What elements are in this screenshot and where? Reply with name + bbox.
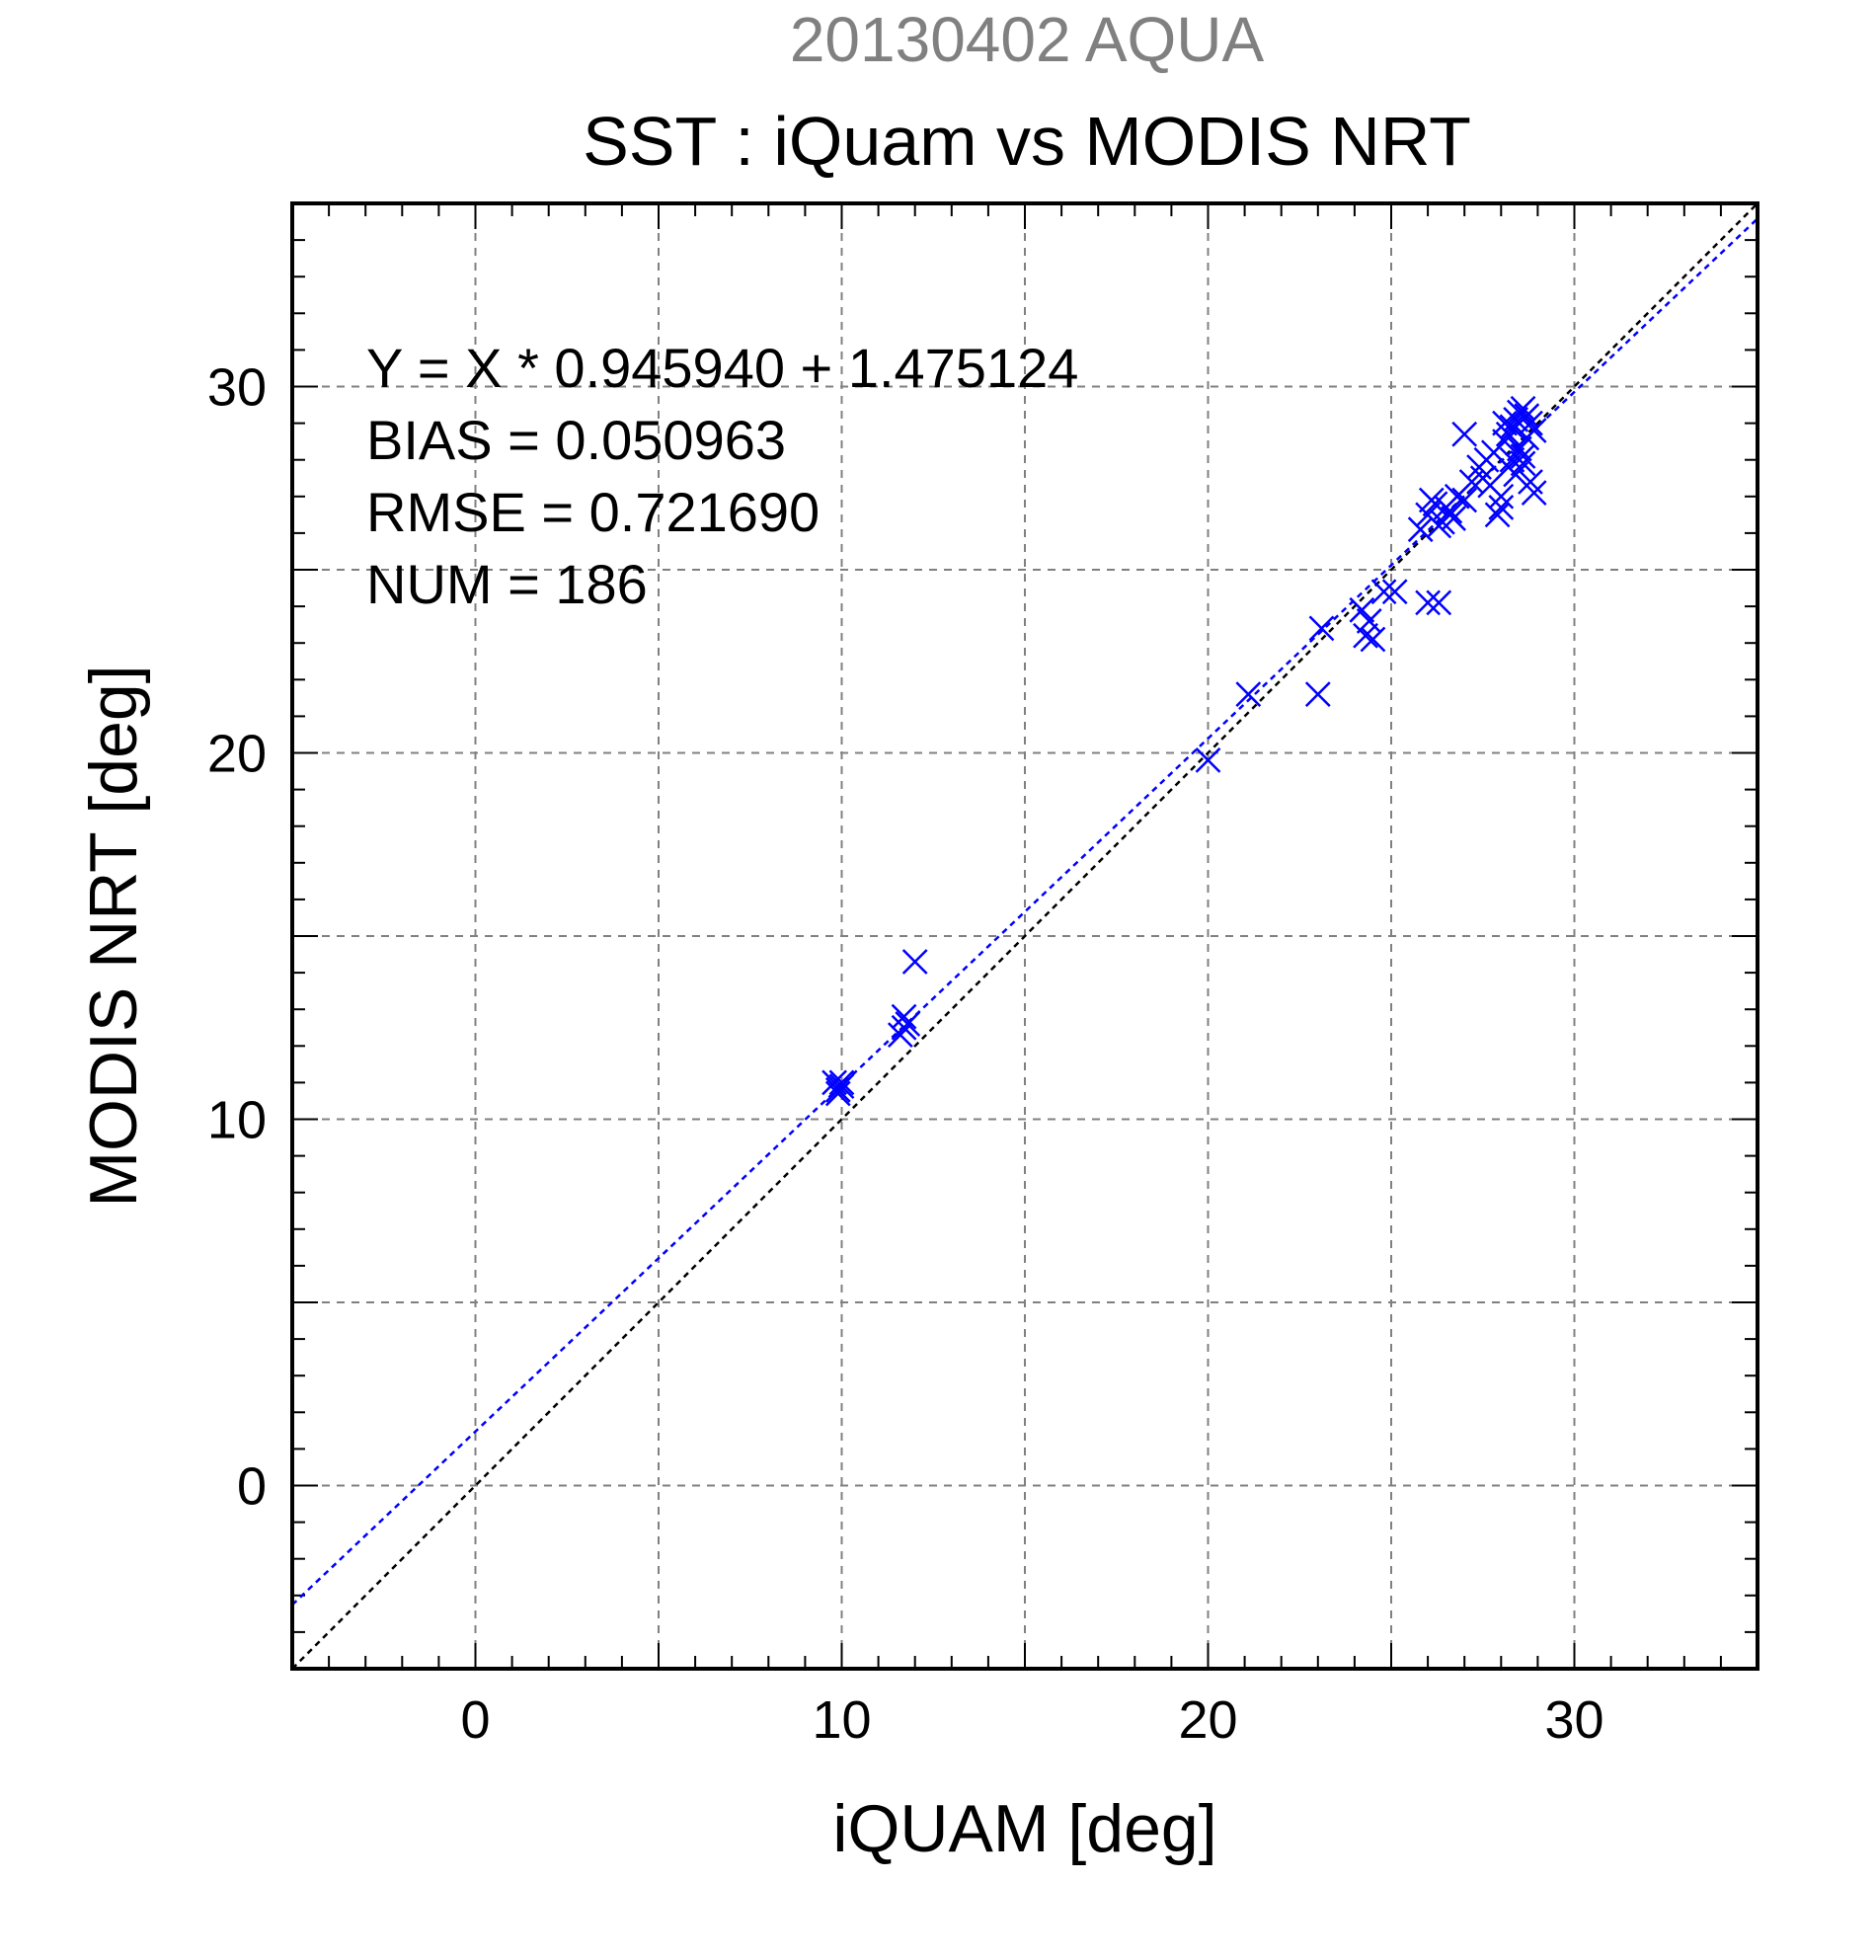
data-point: [1304, 681, 1331, 708]
data-point: [1426, 512, 1452, 539]
data-point-stroke: [1441, 506, 1466, 531]
data-point: [1349, 596, 1375, 623]
data-point-stroke: [1418, 487, 1445, 513]
data-point: [1418, 487, 1445, 513]
stats-line: RMSE = 0.721690: [366, 481, 820, 543]
data-point-stroke: [1518, 410, 1543, 436]
data-point: [828, 1073, 855, 1099]
data-point-stroke: [1426, 512, 1452, 539]
data-point: [901, 949, 928, 975]
identity-line: [291, 202, 1759, 1670]
x-axis-label: iQUAM [deg]: [832, 1791, 1216, 1866]
data-point-stroke: [1381, 579, 1408, 605]
x-tick-label: 30: [1544, 1690, 1603, 1750]
data-point: [1381, 579, 1408, 605]
data-point: [1510, 395, 1536, 422]
data-point: [891, 1014, 917, 1041]
data-point: [1360, 626, 1386, 653]
data-point-stroke: [1510, 450, 1536, 477]
data-point-stroke: [824, 1080, 851, 1107]
data-point: [1521, 480, 1547, 506]
data-point: [824, 1080, 851, 1107]
data-point-stroke: [1451, 487, 1478, 513]
data-point: [1451, 487, 1478, 513]
stats-layer: Y = X * 0.945940 + 1.475124 BIAS = 0.0509…: [366, 337, 1078, 615]
data-point-stroke: [1514, 403, 1540, 430]
plot-frame: [290, 201, 1759, 1671]
data-point: [1235, 681, 1262, 708]
data-point-stroke: [1304, 681, 1331, 708]
data-point: [1426, 589, 1452, 616]
x-tick-label: 0: [460, 1690, 490, 1750]
data-point-stroke: [1433, 495, 1459, 520]
y-tick-label: 20: [207, 725, 267, 784]
data-point-stroke: [821, 1069, 847, 1096]
data-point-stroke: [1195, 747, 1221, 773]
y-axis-label: MODIS NRT [deg]: [76, 665, 151, 1207]
chart-title: SST : iQuam vs MODIS NRT: [583, 103, 1471, 180]
data-point-stroke: [1308, 615, 1335, 642]
data-point-stroke: [1499, 414, 1525, 440]
data-point-stroke: [1521, 480, 1547, 506]
data-point-stroke: [1518, 469, 1543, 495]
data-point-stroke: [1415, 589, 1441, 616]
data-point: [1518, 410, 1543, 436]
data-point-stroke: [901, 949, 928, 975]
stats-line: NUM = 186: [366, 553, 648, 615]
data-point-stroke: [1484, 502, 1511, 528]
data-point: [1506, 435, 1532, 462]
data-point: [1510, 443, 1536, 469]
data-point-stroke: [1370, 579, 1397, 605]
data-point: [1415, 589, 1441, 616]
data-point: [1492, 410, 1518, 436]
data-point: [1484, 502, 1511, 528]
stats-line: Y = X * 0.945940 + 1.475124: [366, 337, 1078, 399]
data-point-stroke: [1451, 421, 1478, 447]
data-point: [1353, 622, 1378, 649]
data-point: [1492, 429, 1518, 455]
data-point-stroke: [1506, 435, 1532, 462]
tick-label-layer: 0 10 20 30 0 10 20 30: [207, 358, 1604, 1751]
data-point-stroke: [1356, 608, 1382, 634]
data-point: [1433, 495, 1459, 520]
data-point-stroke: [1510, 395, 1536, 422]
data-point-stroke: [828, 1073, 855, 1099]
y-tick-label: 30: [207, 358, 267, 418]
data-point: [1514, 403, 1540, 430]
data-point-stroke: [1492, 429, 1518, 455]
data-point-stroke: [1514, 425, 1540, 451]
data-point: [1195, 747, 1221, 773]
data-point-stroke: [891, 1003, 917, 1030]
data-point-stroke: [1235, 681, 1262, 708]
data-point: [1488, 495, 1515, 520]
y-tick-label: 0: [237, 1457, 267, 1517]
grid-layer: [292, 203, 1758, 1669]
stats-line: BIAS = 0.050963: [366, 409, 786, 471]
data-point-stroke: [1492, 410, 1518, 436]
data-point-stroke: [1353, 622, 1378, 649]
minor-tick-layer: [292, 203, 1758, 1669]
data-point: [891, 1003, 917, 1030]
line-layer: [291, 202, 1759, 1670]
data-point-stroke: [1503, 461, 1529, 488]
x-tick-label: 10: [812, 1690, 871, 1750]
chart-supertitle: 20130402 AQUA: [790, 4, 1265, 75]
data-point-stroke: [1407, 516, 1434, 543]
y-tick-label: 10: [207, 1091, 267, 1150]
data-point: [1356, 608, 1382, 634]
data-point-stroke: [1510, 443, 1536, 469]
data-point-stroke: [1488, 495, 1515, 520]
point-layer: [821, 395, 1547, 1107]
data-point: [1308, 615, 1335, 642]
x-tick-label: 20: [1178, 1690, 1237, 1750]
data-point-stroke: [891, 1014, 917, 1041]
data-point: [1441, 506, 1466, 531]
data-point: [1370, 579, 1397, 605]
data-point-stroke: [1426, 589, 1452, 616]
data-point-stroke: [887, 1022, 913, 1049]
data-point-stroke: [1349, 596, 1375, 623]
data-point: [1451, 421, 1478, 447]
